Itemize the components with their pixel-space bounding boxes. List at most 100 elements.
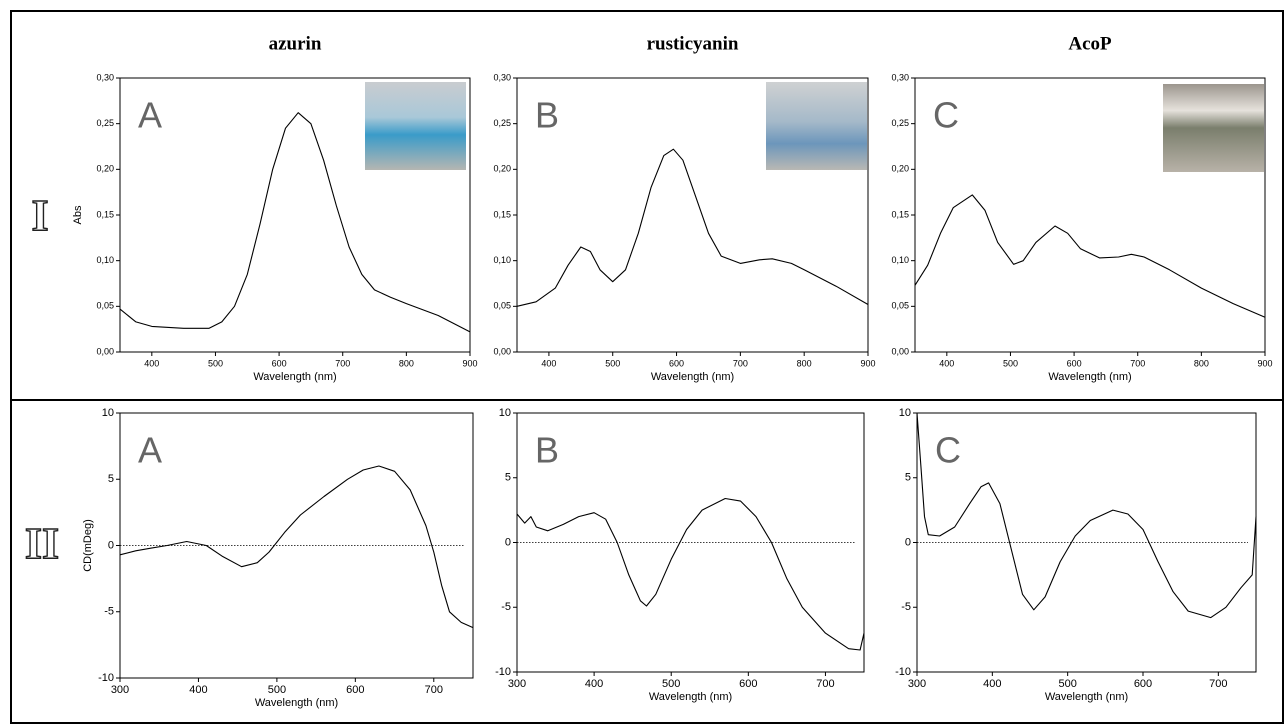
x-tick-label: 700 xyxy=(733,358,748,368)
y-tick-label: 0,15 xyxy=(891,209,909,219)
y-tick-label: 0 xyxy=(905,536,911,548)
x-tick-label: 700 xyxy=(1209,678,1227,690)
panel-label: A xyxy=(138,430,162,471)
y-tick-label: -5 xyxy=(501,601,511,613)
y-tick-label: 0 xyxy=(505,536,511,548)
x-tick-label: 700 xyxy=(1130,358,1145,368)
sample-photo xyxy=(1163,84,1264,172)
x-axis-label: Wavelength (nm) xyxy=(253,371,336,383)
y-tick-label: 0,10 xyxy=(891,255,909,265)
x-axis-label: Wavelength (nm) xyxy=(1045,691,1128,703)
y-tick-label: 0,15 xyxy=(96,209,114,219)
spectrum-line xyxy=(914,194,1266,318)
panel-label: A xyxy=(138,95,162,136)
x-tick-label: 800 xyxy=(399,358,414,368)
y-tick-label: 0,00 xyxy=(96,346,114,356)
x-tick-label: 500 xyxy=(1058,678,1076,690)
y-tick-label: 0,30 xyxy=(891,72,909,82)
y-tick-label: 10 xyxy=(102,407,114,419)
panel-label: B xyxy=(535,430,559,471)
x-tick-label: 700 xyxy=(816,678,834,690)
x-tick-label: 500 xyxy=(1003,358,1018,368)
y-tick-label: 0 xyxy=(108,539,114,551)
x-tick-label: 500 xyxy=(268,684,286,696)
x-tick-label: 700 xyxy=(425,684,443,696)
y-tick-label: 0,00 xyxy=(891,346,909,356)
spectrum-line xyxy=(119,112,471,333)
y-tick-label: 0,15 xyxy=(493,209,511,219)
x-tick-label: 600 xyxy=(1067,358,1082,368)
y-tick-label: 0,25 xyxy=(891,118,909,128)
x-tick-label: 300 xyxy=(908,678,926,690)
spectrum-line xyxy=(916,412,1257,619)
spectrum-line xyxy=(119,465,474,629)
x-tick-label: 800 xyxy=(797,358,812,368)
x-tick-label: 400 xyxy=(189,684,207,696)
row-frame xyxy=(10,399,1284,724)
x-tick-label: 500 xyxy=(605,358,620,368)
y-tick-label: -5 xyxy=(104,606,114,618)
y-tick-label: 0,10 xyxy=(96,255,114,265)
y-tick-label: 0,00 xyxy=(493,346,511,356)
x-tick-label: 400 xyxy=(541,358,556,368)
x-tick-label: 700 xyxy=(335,358,350,368)
y-tick-label: 0,30 xyxy=(493,72,511,82)
spectrum-line xyxy=(516,148,869,307)
y-tick-label: 0,05 xyxy=(891,301,909,311)
x-tick-label: 400 xyxy=(585,678,603,690)
x-tick-label: 900 xyxy=(860,358,875,368)
x-tick-label: 600 xyxy=(1134,678,1152,690)
y-tick-label: 10 xyxy=(899,407,911,419)
x-tick-label: 400 xyxy=(983,678,1001,690)
x-axis-label: Wavelength (nm) xyxy=(651,371,734,383)
x-tick-label: 600 xyxy=(272,358,287,368)
y-axis-label: CD(mDeg) xyxy=(82,519,94,572)
x-tick-label: 600 xyxy=(346,684,364,696)
x-tick-label: 300 xyxy=(508,678,526,690)
x-tick-label: 500 xyxy=(208,358,223,368)
y-tick-label: 0,20 xyxy=(891,164,909,174)
row-frame xyxy=(10,10,1284,401)
x-tick-label: 400 xyxy=(144,358,159,368)
x-tick-label: 600 xyxy=(739,678,757,690)
x-tick-label: 600 xyxy=(669,358,684,368)
row-label: I xyxy=(31,191,48,240)
chart-title: AcoP xyxy=(1068,33,1112,54)
chart-title: rusticyanin xyxy=(647,33,739,54)
y-tick-label: 0,25 xyxy=(96,118,114,128)
x-tick-label: 900 xyxy=(1257,358,1272,368)
x-axis-label: Wavelength (nm) xyxy=(255,697,338,709)
x-tick-label: 400 xyxy=(939,358,954,368)
y-tick-label: 0,10 xyxy=(493,255,511,265)
y-tick-label: 0,05 xyxy=(493,301,511,311)
sample-photo xyxy=(766,82,867,170)
sample-photo xyxy=(365,82,466,170)
y-axis-label: Abs xyxy=(72,205,84,224)
y-tick-label: 10 xyxy=(499,407,511,419)
spectrum-line xyxy=(516,497,865,651)
x-axis-label: Wavelength (nm) xyxy=(1048,371,1131,383)
y-tick-label: 0,30 xyxy=(96,72,114,82)
y-tick-label: 0,25 xyxy=(493,118,511,128)
x-tick-label: 500 xyxy=(662,678,680,690)
y-tick-label: 0,05 xyxy=(96,301,114,311)
x-axis-label: Wavelength (nm) xyxy=(649,691,732,703)
y-tick-label: -10 xyxy=(895,666,911,678)
y-tick-label: -5 xyxy=(901,601,911,613)
x-tick-label: 800 xyxy=(1194,358,1209,368)
chart-title: azurin xyxy=(269,33,322,54)
y-tick-label: 0,20 xyxy=(493,164,511,174)
y-tick-label: 5 xyxy=(905,472,911,484)
x-tick-label: 900 xyxy=(462,358,477,368)
panel-label: C xyxy=(933,95,959,136)
y-tick-label: -10 xyxy=(495,666,511,678)
x-tick-label: 300 xyxy=(111,684,129,696)
y-tick-label: -10 xyxy=(98,672,114,684)
y-tick-label: 5 xyxy=(108,473,114,485)
row-label: II xyxy=(25,519,59,568)
panel-label: C xyxy=(935,430,961,471)
y-tick-label: 0,20 xyxy=(96,164,114,174)
panel-label: B xyxy=(535,95,559,136)
y-tick-label: 5 xyxy=(505,472,511,484)
